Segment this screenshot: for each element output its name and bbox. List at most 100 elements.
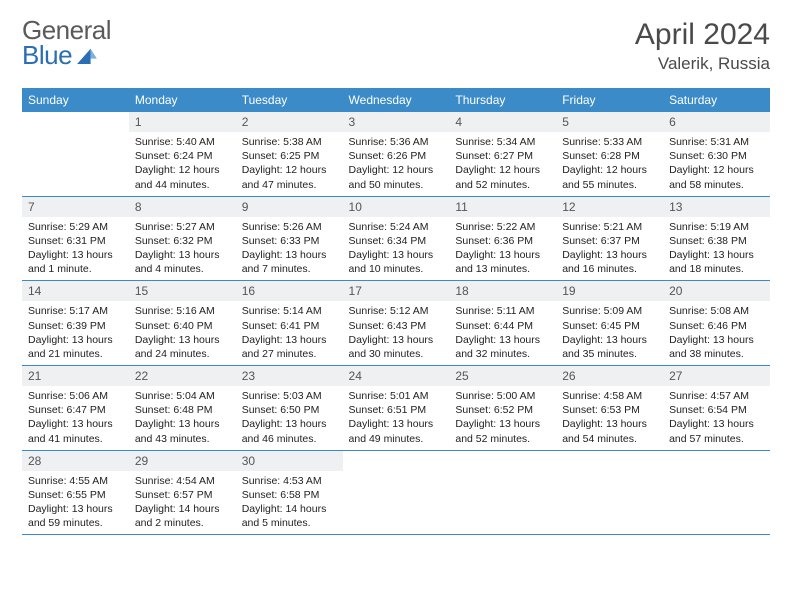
day-number: 2 [236, 112, 343, 132]
day-details: Sunrise: 5:17 AMSunset: 6:39 PMDaylight:… [22, 301, 129, 365]
day-detail-line: Sunrise: 5:14 AM [242, 304, 337, 318]
weekday-header: Thursday [449, 88, 556, 112]
day-details: Sunrise: 5:34 AMSunset: 6:27 PMDaylight:… [449, 132, 556, 196]
day-detail-line: Sunrise: 5:09 AM [562, 304, 657, 318]
day-details: Sunrise: 5:06 AMSunset: 6:47 PMDaylight:… [22, 386, 129, 450]
day-details: Sunrise: 5:03 AMSunset: 6:50 PMDaylight:… [236, 386, 343, 450]
calendar-day-cell: 29Sunrise: 4:54 AMSunset: 6:57 PMDayligh… [129, 450, 236, 535]
location-label: Valerik, Russia [635, 54, 770, 74]
day-detail-line: Sunrise: 5:36 AM [349, 135, 444, 149]
day-details: Sunrise: 5:24 AMSunset: 6:34 PMDaylight:… [343, 217, 450, 281]
calendar-day-cell: 23Sunrise: 5:03 AMSunset: 6:50 PMDayligh… [236, 366, 343, 451]
day-number: 9 [236, 197, 343, 217]
day-detail-line: Sunset: 6:32 PM [135, 234, 230, 248]
calendar-week-row: 28Sunrise: 4:55 AMSunset: 6:55 PMDayligh… [22, 450, 770, 535]
day-details: Sunrise: 5:01 AMSunset: 6:51 PMDaylight:… [343, 386, 450, 450]
day-detail-line: Sunrise: 5:11 AM [455, 304, 550, 318]
calendar-day-cell: 14Sunrise: 5:17 AMSunset: 6:39 PMDayligh… [22, 281, 129, 366]
day-details: Sunrise: 4:53 AMSunset: 6:58 PMDaylight:… [236, 471, 343, 535]
day-detail-line: Daylight: 13 hours [28, 248, 123, 262]
day-details: Sunrise: 4:57 AMSunset: 6:54 PMDaylight:… [663, 386, 770, 450]
day-details: Sunrise: 5:08 AMSunset: 6:46 PMDaylight:… [663, 301, 770, 365]
day-detail-line: and 16 minutes. [562, 262, 657, 276]
day-details: Sunrise: 5:09 AMSunset: 6:45 PMDaylight:… [556, 301, 663, 365]
day-detail-line: Sunset: 6:34 PM [349, 234, 444, 248]
day-detail-line: Daylight: 12 hours [349, 163, 444, 177]
day-detail-line: Daylight: 13 hours [242, 248, 337, 262]
day-detail-line: and 52 minutes. [455, 178, 550, 192]
day-details: Sunrise: 5:11 AMSunset: 6:44 PMDaylight:… [449, 301, 556, 365]
day-details [449, 457, 556, 464]
day-detail-line: Daylight: 13 hours [455, 417, 550, 431]
day-details: Sunrise: 5:00 AMSunset: 6:52 PMDaylight:… [449, 386, 556, 450]
day-details: Sunrise: 5:33 AMSunset: 6:28 PMDaylight:… [556, 132, 663, 196]
day-number: 6 [663, 112, 770, 132]
day-detail-line: Daylight: 13 hours [28, 502, 123, 516]
calendar-day-cell: 10Sunrise: 5:24 AMSunset: 6:34 PMDayligh… [343, 196, 450, 281]
brand-triangle-icon [77, 46, 97, 67]
day-detail-line: Daylight: 13 hours [455, 248, 550, 262]
brand-logo: GeneralBlue [22, 18, 111, 67]
day-detail-line: Sunrise: 5:00 AM [455, 389, 550, 403]
day-detail-line: Sunset: 6:53 PM [562, 403, 657, 417]
calendar-day-cell: 25Sunrise: 5:00 AMSunset: 6:52 PMDayligh… [449, 366, 556, 451]
day-detail-line: Daylight: 13 hours [669, 333, 764, 347]
day-detail-line: and 1 minute. [28, 262, 123, 276]
day-detail-line: and 46 minutes. [242, 432, 337, 446]
day-details: Sunrise: 5:04 AMSunset: 6:48 PMDaylight:… [129, 386, 236, 450]
calendar-day-cell [663, 450, 770, 535]
day-detail-line: Daylight: 12 hours [455, 163, 550, 177]
day-details [556, 457, 663, 464]
day-detail-line: Sunset: 6:47 PM [28, 403, 123, 417]
weekday-header: Monday [129, 88, 236, 112]
day-details: Sunrise: 5:21 AMSunset: 6:37 PMDaylight:… [556, 217, 663, 281]
day-detail-line: Sunset: 6:40 PM [135, 319, 230, 333]
day-detail-line: Sunset: 6:28 PM [562, 149, 657, 163]
day-detail-line: Daylight: 13 hours [28, 333, 123, 347]
day-details: Sunrise: 5:19 AMSunset: 6:38 PMDaylight:… [663, 217, 770, 281]
day-detail-line: Sunrise: 5:26 AM [242, 220, 337, 234]
day-detail-line: Sunrise: 5:01 AM [349, 389, 444, 403]
day-detail-line: Sunrise: 4:57 AM [669, 389, 764, 403]
day-number: 24 [343, 366, 450, 386]
day-detail-line: Sunset: 6:24 PM [135, 149, 230, 163]
day-detail-line: Sunset: 6:31 PM [28, 234, 123, 248]
day-detail-line: Sunrise: 5:38 AM [242, 135, 337, 149]
day-detail-line: Sunrise: 5:16 AM [135, 304, 230, 318]
day-details: Sunrise: 5:14 AMSunset: 6:41 PMDaylight:… [236, 301, 343, 365]
day-detail-line: and 13 minutes. [455, 262, 550, 276]
day-details: Sunrise: 5:26 AMSunset: 6:33 PMDaylight:… [236, 217, 343, 281]
day-detail-line: and 24 minutes. [135, 347, 230, 361]
day-detail-line: and 35 minutes. [562, 347, 657, 361]
day-detail-line: Sunset: 6:46 PM [669, 319, 764, 333]
calendar-day-cell: 9Sunrise: 5:26 AMSunset: 6:33 PMDaylight… [236, 196, 343, 281]
day-detail-line: Daylight: 13 hours [28, 417, 123, 431]
calendar-day-cell: 8Sunrise: 5:27 AMSunset: 6:32 PMDaylight… [129, 196, 236, 281]
day-detail-line: Daylight: 12 hours [135, 163, 230, 177]
calendar-day-cell: 20Sunrise: 5:08 AMSunset: 6:46 PMDayligh… [663, 281, 770, 366]
day-detail-line: and 27 minutes. [242, 347, 337, 361]
day-detail-line: Sunrise: 5:19 AM [669, 220, 764, 234]
day-detail-line: Sunrise: 5:29 AM [28, 220, 123, 234]
day-detail-line: Sunrise: 4:53 AM [242, 474, 337, 488]
day-detail-line: Sunrise: 5:21 AM [562, 220, 657, 234]
day-detail-line: Sunset: 6:52 PM [455, 403, 550, 417]
calendar-day-cell: 5Sunrise: 5:33 AMSunset: 6:28 PMDaylight… [556, 112, 663, 196]
day-detail-line: Sunset: 6:57 PM [135, 488, 230, 502]
day-detail-line: and 52 minutes. [455, 432, 550, 446]
calendar-day-cell: 15Sunrise: 5:16 AMSunset: 6:40 PMDayligh… [129, 281, 236, 366]
day-details: Sunrise: 5:16 AMSunset: 6:40 PMDaylight:… [129, 301, 236, 365]
day-detail-line: Sunrise: 5:24 AM [349, 220, 444, 234]
day-detail-line: Sunrise: 5:40 AM [135, 135, 230, 149]
weekday-header: Wednesday [343, 88, 450, 112]
day-detail-line: and 58 minutes. [669, 178, 764, 192]
calendar-day-cell: 7Sunrise: 5:29 AMSunset: 6:31 PMDaylight… [22, 196, 129, 281]
calendar-day-cell: 26Sunrise: 4:58 AMSunset: 6:53 PMDayligh… [556, 366, 663, 451]
day-detail-line: Sunset: 6:38 PM [669, 234, 764, 248]
day-detail-line: and 30 minutes. [349, 347, 444, 361]
day-detail-line: Daylight: 13 hours [242, 333, 337, 347]
day-detail-line: and 43 minutes. [135, 432, 230, 446]
day-detail-line: Sunset: 6:48 PM [135, 403, 230, 417]
calendar-day-cell: 2Sunrise: 5:38 AMSunset: 6:25 PMDaylight… [236, 112, 343, 196]
day-number: 1 [129, 112, 236, 132]
